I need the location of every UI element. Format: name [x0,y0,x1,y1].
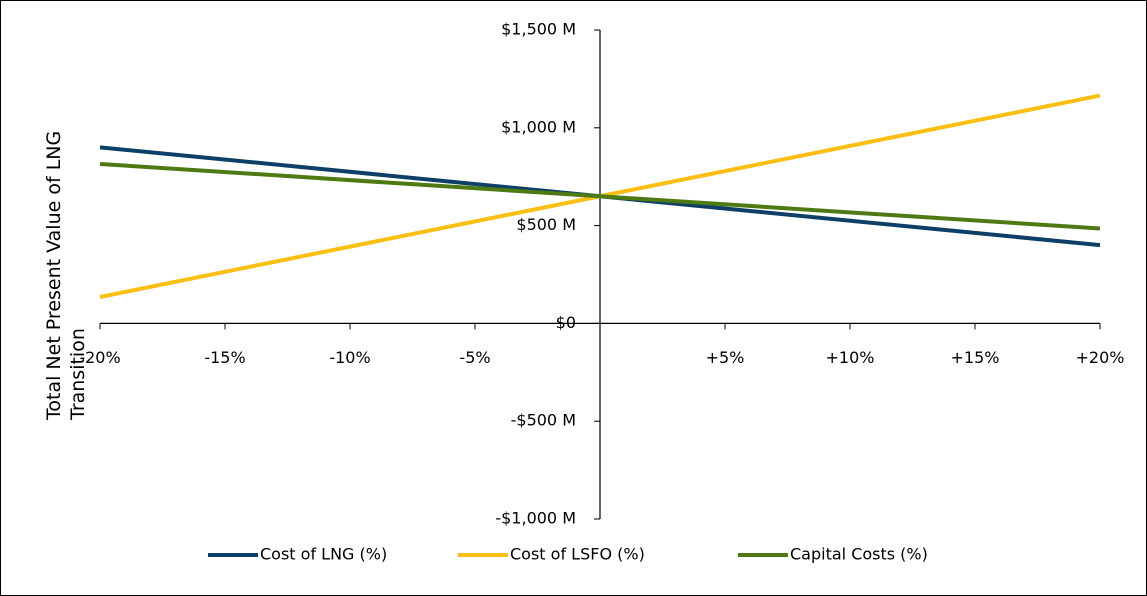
x-tick-label: -20% [79,348,120,367]
y-tick-label: $1,000 M [501,117,576,136]
y-tick-label: $0 [556,313,576,332]
x-tick-label: +15% [951,348,1000,367]
x-tick-label: +5% [706,348,745,367]
legend-label: Cost of LSFO (%) [510,545,645,564]
x-tick-label: +20% [1076,348,1125,367]
legend-label: Cost of LNG (%) [260,545,387,564]
y-axis-label: Total Net Present Value of LNG Transitio… [43,130,89,420]
y-tick-label: $1,500 M [501,20,576,39]
x-tick-label: +10% [826,348,875,367]
y-tick-label: -$500 M [511,411,576,430]
x-tick-label: -15% [204,348,245,367]
y-tick-label: -$1,000 M [495,509,576,528]
x-tick-label: -10% [329,348,370,367]
y-tick-label: $500 M [516,215,576,234]
x-tick-label: -5% [459,348,490,367]
series-line [99,161,1101,231]
legend-label: Capital Costs (%) [790,545,928,564]
